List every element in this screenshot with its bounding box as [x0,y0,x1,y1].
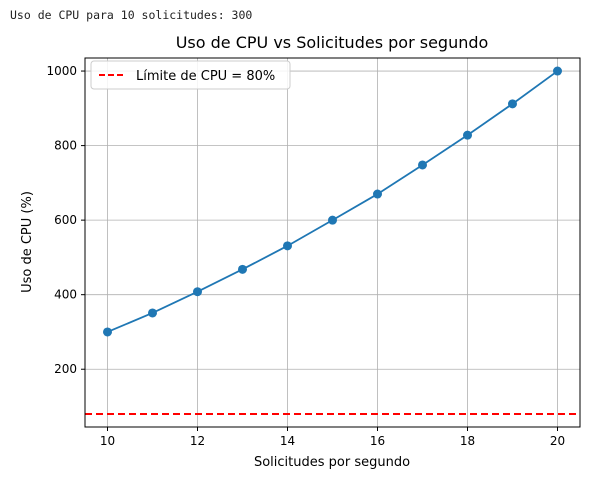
data-point [328,215,337,225]
x-tick-label: 20 [550,434,565,448]
series-line [107,70,559,333]
grid-lines [85,58,580,427]
chart-title: Uso de CPU vs Solicitudes por segundo [176,33,489,52]
y-tick-label: 400 [54,288,77,302]
data-point [193,287,202,297]
y-tick-label: 800 [54,139,77,153]
x-tick-label: 14 [280,434,295,448]
data-point [373,189,382,199]
plot-frame [84,57,581,428]
data-point [463,130,472,140]
legend-box [90,60,291,90]
x-tick-label: 18 [460,434,475,448]
legend-reference-line-label: Límite de CPU = 80% [136,69,275,84]
x-axis-label: Solicitudes por segundo [254,455,410,470]
data-point [103,327,112,337]
series-group [103,66,562,337]
data-point [553,66,562,76]
axis-ticks: 10 12 14 16 18 20 200 400 600 800 1000 [46,64,565,448]
data-point [148,308,157,318]
x-tick-label: 16 [370,434,385,448]
data-point [418,160,427,170]
data-point [238,264,247,274]
y-axis-label: Uso de CPU (%) [20,191,35,293]
data-point [283,241,292,251]
y-tick-label: 1000 [46,64,77,78]
legend: Límite de CPU = 80% [90,60,291,90]
y-tick-label: 600 [54,213,77,227]
data-point [508,99,517,109]
x-tick-label: 12 [190,434,205,448]
y-tick-label: 200 [54,362,77,376]
x-tick-label: 10 [100,434,115,448]
console-output: Uso de CPU para 10 solicitudes: 300 [10,8,253,22]
